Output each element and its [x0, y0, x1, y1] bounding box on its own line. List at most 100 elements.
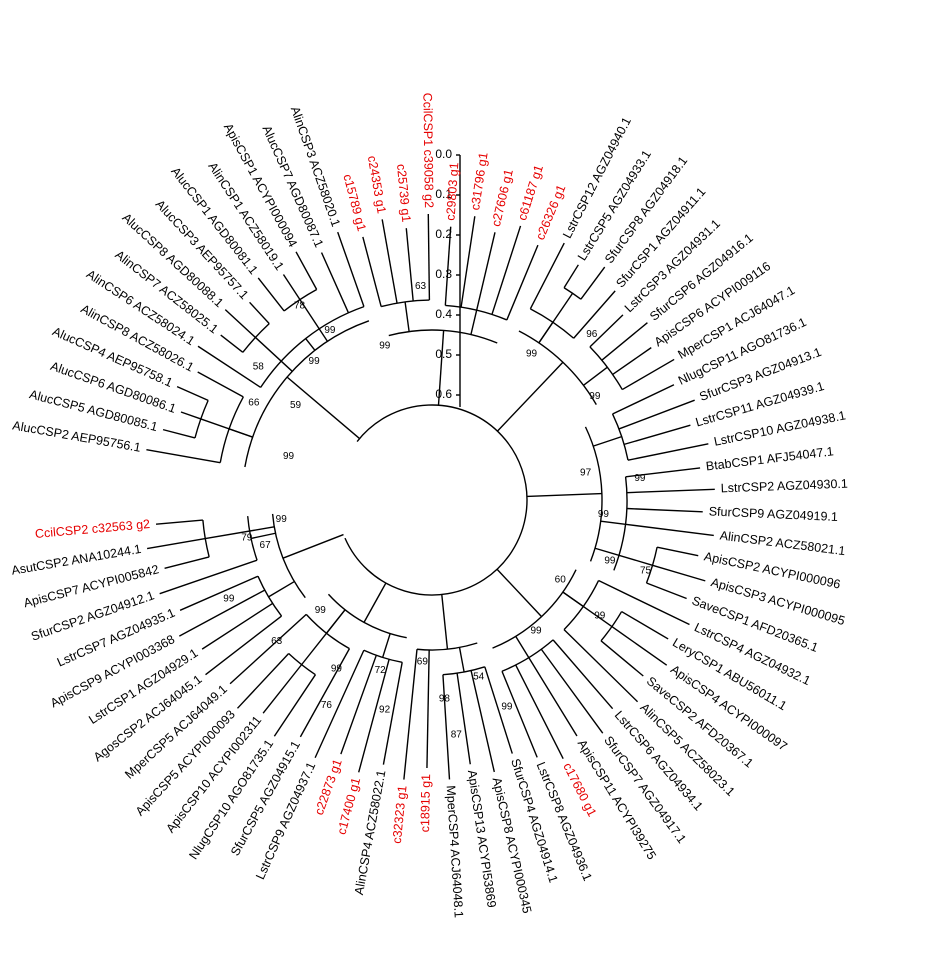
branch-leaf	[501, 670, 538, 758]
branch-leaf	[299, 648, 351, 738]
branch-leaf	[460, 216, 476, 308]
root-arc	[344, 404, 528, 596]
bootstrap-value: 92	[379, 704, 391, 715]
branch-leaf	[612, 384, 675, 415]
branch-leaf	[623, 424, 691, 446]
branch-stem	[381, 633, 391, 658]
leaf-label: c31796 g1	[468, 151, 491, 211]
branch-leaf	[626, 488, 715, 494]
bootstrap-value: 75	[640, 565, 652, 576]
bootstrap-values: 99 66 59 58 99 78 99 99 63 99 96 99 97 99 99 75 99 60 99 99…	[223, 281, 651, 740]
bootstrap-value: 58	[253, 361, 265, 372]
bootstrap-value: 98	[439, 693, 451, 704]
branch-clade	[437, 330, 445, 406]
branch-leaf	[444, 226, 452, 306]
bootstrap-value: 99	[276, 514, 288, 525]
branch-leaf	[529, 242, 565, 310]
branch-leaf	[146, 537, 206, 550]
branch-leaf	[262, 664, 303, 714]
bootstrap-value: 99	[531, 625, 543, 636]
branch-stem	[301, 609, 346, 666]
branch-leaf	[405, 228, 414, 301]
branch-stem	[299, 299, 329, 342]
branch-leaf	[340, 655, 377, 755]
branch-clade	[286, 376, 361, 440]
branch-stem	[583, 366, 608, 386]
branch-leaf	[146, 448, 221, 464]
bootstrap-value: 99	[589, 391, 601, 402]
branch-leaf	[197, 371, 244, 398]
branch-leaf	[625, 523, 714, 537]
branch-stem	[593, 435, 622, 447]
leaf-label: CcilCSP1 c39058 g2	[420, 93, 435, 209]
branch-leaf	[470, 670, 495, 773]
branch-leaf	[484, 666, 513, 754]
branch-leaf	[600, 640, 644, 677]
clade-arc	[584, 426, 603, 562]
branch-leaf	[180, 411, 202, 420]
leaf-label: c61187 g1	[515, 163, 546, 222]
bootstrap-value: 99	[315, 605, 327, 616]
branch-leaf	[320, 252, 350, 314]
scale-tick-label: 0.4	[435, 307, 452, 321]
bootstrap-value: 99	[331, 663, 343, 674]
branch-leaf	[381, 219, 398, 304]
bootstrap-value: 99	[223, 594, 235, 605]
bootstrap-value: 66	[248, 397, 260, 408]
bootstrap-value: 63	[415, 281, 427, 292]
branch-clade	[441, 594, 449, 650]
branch-leaf	[618, 399, 695, 430]
leaf-label: c27606 g1	[489, 168, 516, 228]
branch-stem	[200, 418, 253, 438]
bootstrap-value: 79	[241, 532, 253, 543]
branch-leaf	[249, 301, 270, 325]
bootstrap-value: 99	[379, 341, 391, 352]
branch-leaf	[621, 610, 669, 640]
branch-clade	[496, 568, 543, 618]
leaf-label: c18915 g1	[418, 774, 433, 833]
branch-leaf	[580, 266, 606, 300]
branch-leaf	[236, 653, 290, 709]
bootstrap-value: 96	[586, 329, 598, 340]
branch-leaf	[358, 659, 390, 773]
leaf-label: c29803 g1	[443, 162, 461, 221]
bootstrap-value: 99	[501, 702, 513, 713]
bootstrap-value: 72	[375, 665, 387, 676]
bootstrap-value: 87	[451, 729, 463, 740]
branch-leaf	[176, 385, 209, 402]
bootstrap-value: 67	[260, 540, 272, 551]
branch-leaf	[589, 314, 624, 348]
tree-branches	[146, 214, 715, 780]
branch-leaf	[162, 428, 196, 439]
branch-leaf	[164, 556, 210, 569]
branch-leaf	[426, 649, 430, 768]
leaf-label: LstrCSP9 AGZ04937.1	[253, 760, 318, 882]
branch-leaf	[442, 674, 451, 780]
leaf-label: c15789 g1	[340, 173, 368, 233]
leaf-label: c32323 g1	[390, 785, 410, 845]
branch-leaf	[515, 664, 564, 759]
branch-leaf	[179, 575, 259, 611]
scale-tick-label: 0.0	[435, 147, 452, 161]
branch-stem	[250, 532, 276, 540]
bootstrap-value: 54	[473, 672, 485, 683]
branch-leaf	[427, 214, 431, 301]
branch-leaf	[611, 626, 668, 666]
branch-leaf	[273, 674, 317, 737]
branch-leaf	[506, 244, 539, 321]
scale-tick-label: 0.5	[435, 347, 452, 361]
branch-leaf	[475, 232, 496, 311]
leaf-label: AlinCSP2 ACZ58021.1	[719, 529, 846, 559]
branch-leaf	[621, 358, 675, 391]
branch-leaf	[337, 231, 365, 307]
bootstrap-value: 99	[598, 509, 610, 520]
branch-leaf	[282, 274, 301, 300]
branch-leaf	[197, 345, 262, 389]
branch-clade	[282, 533, 344, 559]
clade-arc	[388, 329, 498, 344]
bootstrap-value: 99	[309, 356, 321, 367]
bootstrap-value: 63	[271, 636, 283, 647]
branch-stem	[600, 520, 626, 526]
leaf-label: c25739 g1	[394, 163, 413, 222]
